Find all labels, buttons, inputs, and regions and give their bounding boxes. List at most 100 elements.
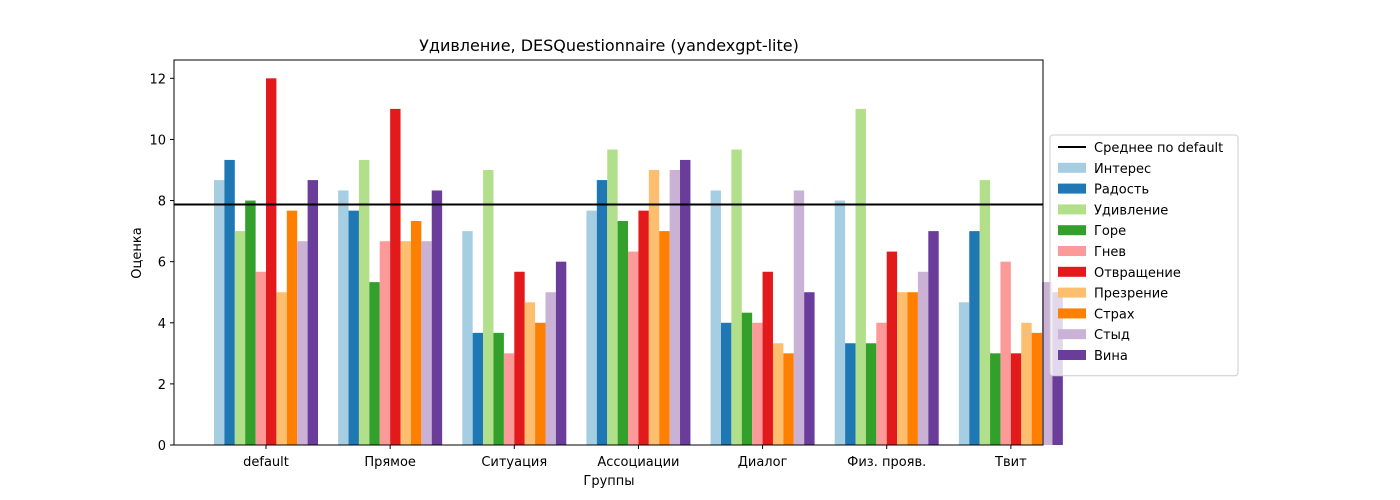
y-axis: 0 2 4 6 8 10 12 [149,72,174,454]
bar [400,241,411,445]
bar [958,302,970,445]
bar [369,282,380,445]
bar [638,210,649,445]
bar [607,149,618,445]
bar [1010,353,1022,445]
legend-swatch [1058,204,1086,215]
bar [390,108,401,445]
x-axis-title: Группы [583,474,634,489]
bar [410,221,422,445]
bar [234,231,246,445]
bar [1000,261,1011,445]
bar [503,353,515,445]
x-tick-label: Диалог [738,455,788,470]
legend-swatch [1058,162,1086,173]
bar [897,292,908,445]
bar [855,108,866,445]
bar [483,170,494,445]
y-tick-label: 8 [158,195,166,210]
x-tick-label: Физ. прояв. [847,455,926,470]
bar [462,231,473,445]
bar [617,221,629,445]
legend-label: Удивление [1094,203,1168,218]
x-axis: default Прямое Ситуация Ассоциации Диалог Физ… [243,445,1027,470]
x-tick-label: Ситуация [481,455,547,470]
legend-swatch [1058,225,1086,236]
bar [772,343,784,445]
y-tick-label: 10 [149,133,166,148]
bar [793,190,805,445]
legend-label: Стыд [1094,328,1130,343]
bar [1021,322,1032,445]
bar [535,322,546,445]
bar [224,159,235,446]
chart-title: Удивление, DESQuestionnaire (yandexgpt-l… [419,36,799,55]
bar [266,78,277,445]
bar [659,231,670,445]
x-tick-label: default [243,455,289,470]
y-tick-label: 2 [158,378,166,393]
bar [379,241,391,445]
bar [214,180,225,445]
legend-swatch [1058,246,1086,256]
legend-swatch [1058,350,1086,360]
bar [731,149,742,445]
legend-label: Отвращение [1094,266,1181,281]
legend-label: Интерес [1094,162,1151,177]
bar [762,271,773,445]
bar [421,241,432,445]
bar [628,251,639,445]
legend-label: Гнев [1094,245,1126,260]
bar [648,170,660,445]
bar [669,170,681,445]
bars-layer [214,78,1063,446]
bar [431,190,443,445]
bar [493,332,504,445]
x-tick-label: Ассоциации [597,455,679,470]
bar [865,343,877,445]
bar [514,271,525,445]
x-tick-label: Прямое [364,455,416,470]
legend-label: Среднее по default [1094,141,1223,156]
bar [358,159,370,446]
legend-box [1049,134,1239,377]
bar [1042,282,1053,445]
legend: Среднее по default Интерес Радость Удивлени… [1049,134,1239,377]
bar [297,241,308,445]
bar [348,210,359,445]
y-axis-title: Оценка [130,227,145,278]
bar [928,231,939,445]
legend-swatch [1058,266,1086,277]
bar [472,332,484,445]
legend-swatch [1058,183,1086,194]
bar [845,343,856,445]
bar [524,302,536,445]
bar [245,200,256,445]
bar [307,180,318,445]
bar [969,231,980,445]
bar [255,271,266,445]
bar [752,322,763,445]
legend-swatch [1058,308,1086,319]
y-tick-label: 6 [158,256,166,271]
bar [710,190,721,445]
bar [876,322,887,445]
bar [783,353,794,445]
bar [720,322,732,445]
bar [886,251,898,445]
bar [979,180,991,445]
legend-label: Вина [1094,349,1128,364]
y-tick-label: 4 [158,317,166,332]
bar [545,292,556,445]
legend-label: Горе [1094,224,1126,239]
legend-swatch [1058,329,1086,340]
bar [917,271,929,445]
bar [834,200,846,445]
plot-frame [173,59,1044,446]
bar [907,292,918,445]
legend-swatch [1058,287,1086,298]
legend-label: Презрение [1094,287,1168,302]
legend-label: Радость [1094,183,1149,198]
bar [680,159,691,446]
bar [276,292,287,445]
